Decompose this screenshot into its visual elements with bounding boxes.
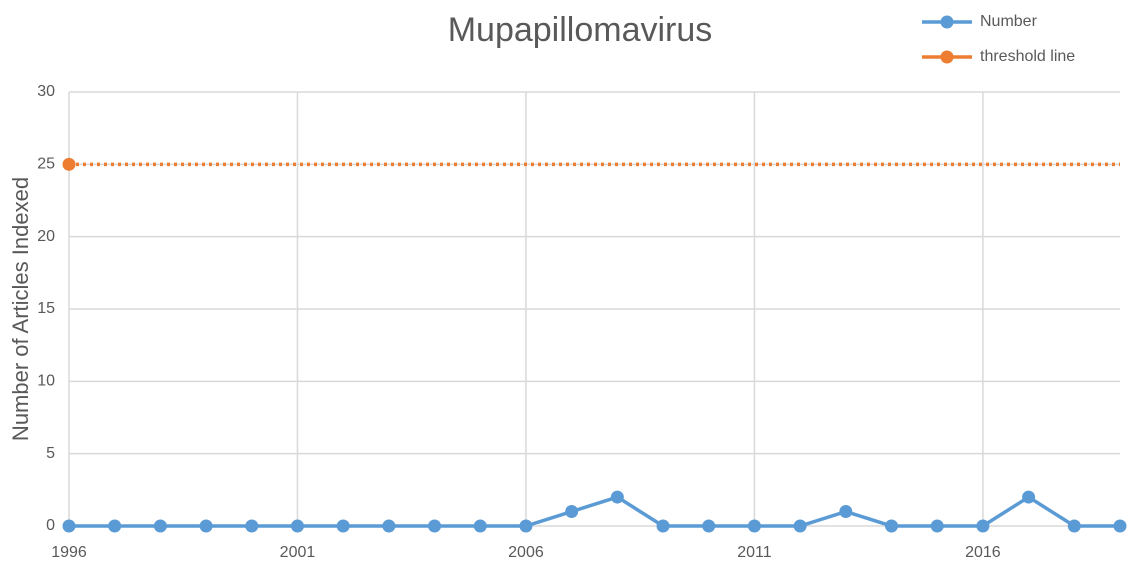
y-axis-label: Number of Articles Indexed <box>8 177 33 441</box>
legend-label: Number <box>980 13 1038 30</box>
marker <box>290 519 304 533</box>
marker <box>519 519 533 533</box>
marker <box>885 519 899 533</box>
y-tick-label: 0 <box>46 517 55 534</box>
marker <box>428 519 442 533</box>
marker <box>702 519 716 533</box>
marker <box>1067 519 1081 533</box>
marker <box>62 157 76 171</box>
y-tick-label: 5 <box>46 445 55 462</box>
y-tick-label: 25 <box>37 156 55 173</box>
y-tick-label: 10 <box>37 373 55 390</box>
marker <box>108 519 122 533</box>
marker <box>62 519 76 533</box>
x-tick-label: 2016 <box>965 544 1001 561</box>
marker <box>930 519 944 533</box>
marker <box>382 519 396 533</box>
legend-marker <box>940 15 954 29</box>
marker <box>473 519 487 533</box>
marker <box>199 519 213 533</box>
marker <box>1113 519 1127 533</box>
y-tick-label: 15 <box>37 300 55 317</box>
marker <box>610 490 624 504</box>
marker <box>153 519 167 533</box>
legend-marker <box>940 50 954 64</box>
marker <box>656 519 670 533</box>
marker <box>976 519 990 533</box>
x-tick-label: 2001 <box>280 544 316 561</box>
marker <box>1022 490 1036 504</box>
marker <box>747 519 761 533</box>
chart-title: Mupapillomavirus <box>448 11 713 49</box>
line <box>69 494 1120 528</box>
legend-label: threshold line <box>980 48 1075 65</box>
y-tick-label: 30 <box>37 83 55 100</box>
x-tick-label: 1996 <box>51 544 87 561</box>
y-tick-label: 20 <box>37 228 55 245</box>
marker <box>793 519 807 533</box>
marker <box>245 519 259 533</box>
x-tick-label: 2006 <box>508 544 544 561</box>
marker <box>336 519 350 533</box>
x-tick-label: 2011 <box>737 544 772 561</box>
marker <box>565 505 579 519</box>
marker <box>839 505 853 519</box>
